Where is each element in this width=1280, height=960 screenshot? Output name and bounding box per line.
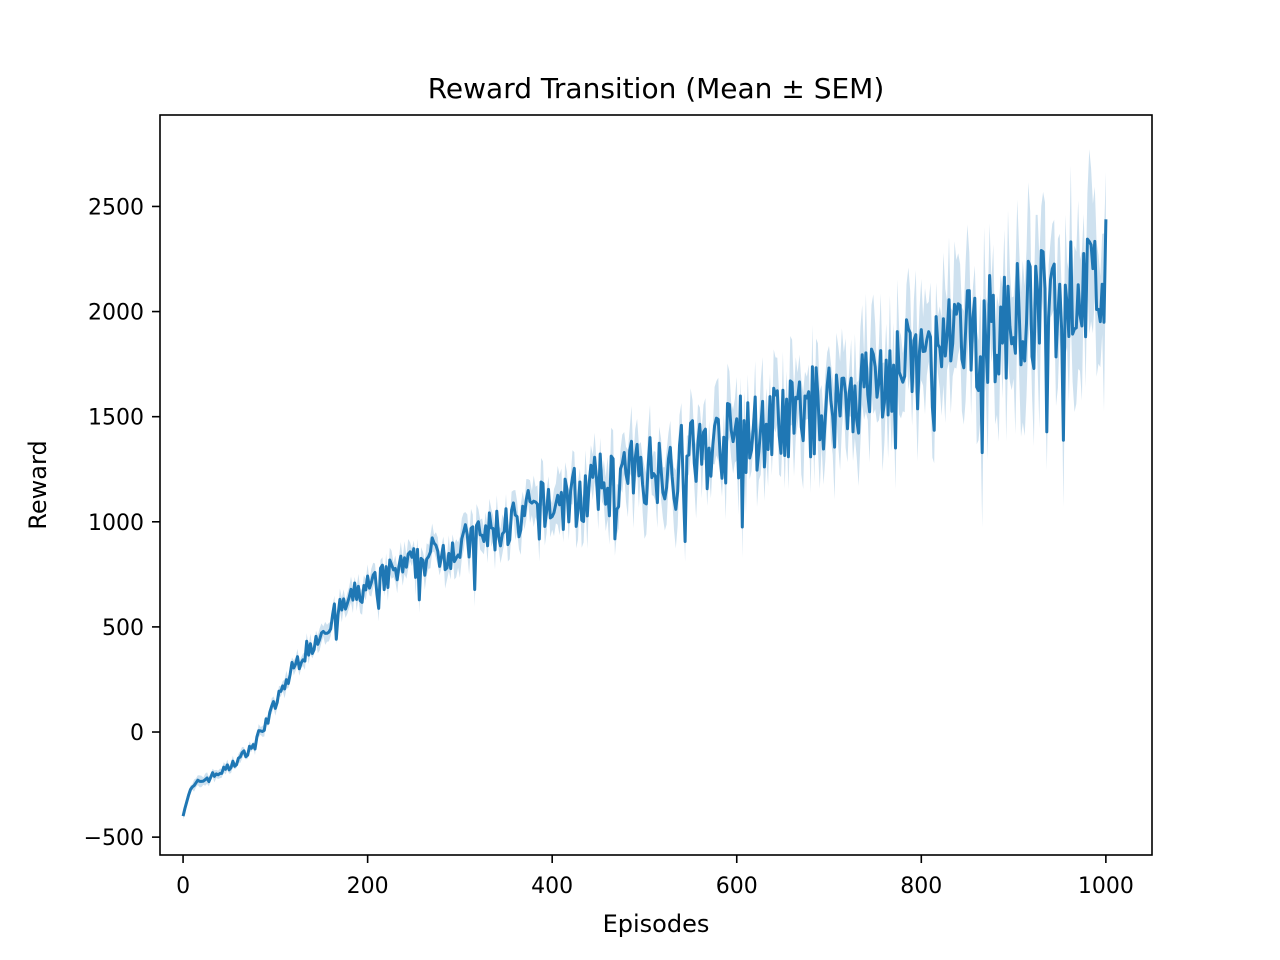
y-tick-label: 500 bbox=[102, 616, 144, 641]
x-axis-label: Episodes bbox=[603, 910, 710, 938]
chart-title: Reward Transition (Mean ± SEM) bbox=[428, 72, 885, 105]
x-tick-label: 1000 bbox=[1078, 874, 1134, 899]
y-axis-label: Reward bbox=[24, 440, 52, 529]
sem-band bbox=[183, 149, 1106, 820]
x-tick-label: 200 bbox=[347, 874, 389, 899]
y-tick-label: 2000 bbox=[88, 301, 144, 326]
plot-area bbox=[181, 149, 1108, 820]
y-axis: −500 0 500 1000 1500 2000 2500 bbox=[84, 195, 160, 851]
y-tick-label: 0 bbox=[130, 721, 144, 746]
plot-frame bbox=[159, 114, 1153, 856]
y-tick-label: 1500 bbox=[88, 406, 144, 431]
y-tick-label: 2500 bbox=[88, 195, 144, 220]
mean-line bbox=[181, 219, 1108, 817]
x-tick-label: 600 bbox=[716, 874, 758, 899]
x-tick-label: 400 bbox=[531, 874, 573, 899]
y-tick-label: −500 bbox=[84, 826, 144, 851]
x-axis: 0 200 400 600 800 1000 bbox=[176, 855, 1134, 899]
x-tick-label: 800 bbox=[900, 874, 942, 899]
y-tick-label: 1000 bbox=[88, 511, 144, 536]
x-tick-label: 0 bbox=[176, 874, 190, 899]
